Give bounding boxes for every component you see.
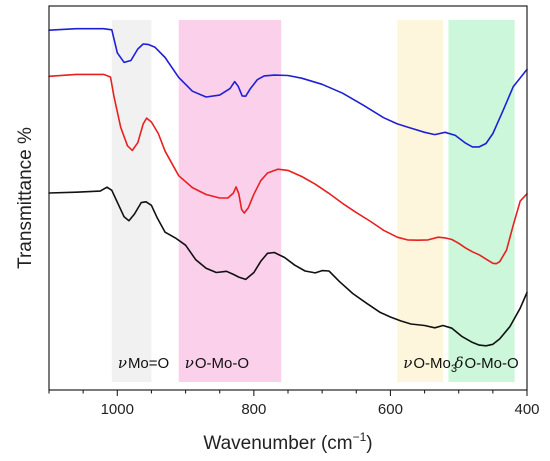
band-label-1: νO-Mo-O bbox=[185, 354, 249, 372]
x-tick-label-800: 800 bbox=[241, 401, 266, 418]
series-lines bbox=[48, 27, 528, 347]
highlight-bands bbox=[111, 20, 515, 382]
band-0 bbox=[111, 20, 152, 382]
band-label-0: νMo=O bbox=[118, 354, 169, 372]
y-axis-label: Transmittance % bbox=[15, 127, 36, 269]
x-axis-ticks: 1000 800 600 400 bbox=[48, 390, 540, 418]
band-label-3: δO-Mo-O bbox=[454, 354, 518, 372]
series-line-0 bbox=[48, 27, 528, 148]
x-axis-label: Wavenumber (cm−1) bbox=[203, 430, 372, 454]
series-line-1 bbox=[48, 73, 528, 265]
band-1 bbox=[178, 20, 282, 382]
band-3 bbox=[448, 20, 515, 382]
x-tick-label-400: 400 bbox=[514, 401, 539, 418]
band-label-2: νO-Mo3 bbox=[403, 354, 457, 375]
x-tick-label-600: 600 bbox=[378, 401, 403, 418]
series-line-2 bbox=[48, 186, 528, 347]
x-tick-label-1000: 1000 bbox=[101, 401, 134, 418]
